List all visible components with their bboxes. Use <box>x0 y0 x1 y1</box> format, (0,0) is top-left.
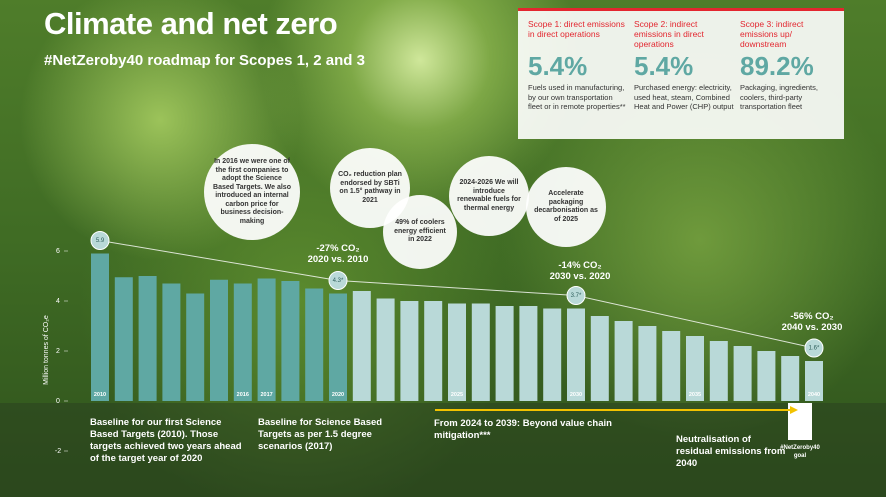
bar <box>305 288 324 401</box>
bar <box>138 276 157 401</box>
title: Climate and net zero <box>44 6 338 41</box>
goal-label: #NetZeroby40 goal <box>780 445 820 459</box>
bar <box>257 278 276 401</box>
bar <box>638 326 657 401</box>
milestone-bubble: 49% of coolers energy efficient in 2022 <box>383 195 457 269</box>
scope: Scope 1: direct emissions in direct oper… <box>528 19 628 112</box>
value-label: 4.3* <box>333 278 344 284</box>
value-label: 5.9 <box>96 238 105 244</box>
trend-line <box>99 240 815 349</box>
scope-panel: Scope 1: direct emissions in direct oper… <box>518 8 844 139</box>
scope-title: Scope 2: indirect emissions in direct op… <box>634 19 704 49</box>
y-tick-label: 0 <box>56 398 60 405</box>
bar <box>400 301 419 401</box>
bar <box>329 293 347 401</box>
bar <box>471 303 490 401</box>
scope-title: Scope 3: indirect emissions up/ downstre… <box>740 19 804 49</box>
caption: Neutralisation of residual emissions fro… <box>676 434 786 469</box>
bar <box>210 279 228 401</box>
y-tick-label: 4 <box>56 298 60 305</box>
y-tick-label: 6 <box>56 248 60 255</box>
scope: Scope 3: indirect emissions up/ downstre… <box>740 19 840 112</box>
annotation: -27% CO₂ 2020 vs. 2010 <box>308 243 369 265</box>
bar <box>805 361 823 401</box>
value-marker <box>328 271 348 290</box>
scope: Scope 2: indirect emissions in direct op… <box>634 19 734 112</box>
scope-value: 89.2% <box>740 51 814 81</box>
bar <box>448 303 466 401</box>
x-tick-label: 2035 <box>689 392 701 398</box>
x-tick-label: 2010 <box>94 392 106 398</box>
scope-value: 5.4% <box>528 51 588 81</box>
y-tick-label: -2 <box>55 448 61 455</box>
bar <box>686 336 704 401</box>
scope-description: Purchased energy: electricity, used heat… <box>634 83 734 111</box>
bar <box>376 298 395 401</box>
bar <box>91 253 109 401</box>
bar <box>233 283 252 401</box>
bar <box>590 316 609 401</box>
bar <box>543 308 562 401</box>
scope-title: Scope 1: direct emissions in direct oper… <box>528 19 625 39</box>
scope-description: Fuels used in manufacturing, by our own … <box>528 83 626 111</box>
bar <box>614 321 633 401</box>
y-tick-label: 2 <box>56 348 60 355</box>
scope-value: 5.4% <box>634 51 694 81</box>
bottom-band <box>0 403 886 497</box>
bar <box>567 308 585 401</box>
value-label: 1.6* <box>809 346 820 352</box>
annotation: -14% CO₂ 2030 vs. 2020 <box>550 260 611 282</box>
bar <box>424 301 443 401</box>
value-marker <box>566 286 586 305</box>
scope-description: Packaging, ingredients, coolers, third-p… <box>740 83 818 111</box>
subtitle: #NetZeroby40 roadmap for Scopes 1, 2 and… <box>44 52 365 69</box>
milestone-bubble: 2024-2026 We will introduce renewable fu… <box>449 156 529 236</box>
bar <box>662 331 681 401</box>
annotation-subtitle: 2030 vs. 2020 <box>549 271 611 282</box>
x-tick-label: 2030 <box>570 392 582 398</box>
x-tick-label: 2016 <box>237 392 249 398</box>
y-axis-label: Million tonnes of CO₂e <box>43 315 50 385</box>
bar <box>733 346 752 401</box>
caption: Baseline for Science Based Targets as pe… <box>258 417 383 452</box>
x-tick-label: 2017 <box>260 392 272 398</box>
value-marker <box>804 338 824 358</box>
bar <box>519 306 538 401</box>
x-tick-label: 2020 <box>332 392 344 398</box>
bar <box>757 351 776 401</box>
annotation-title: -14% CO₂ <box>558 260 602 271</box>
value-marker <box>90 231 110 250</box>
milestone-bubble: Accelerate packaging decarbonisation as … <box>526 167 606 247</box>
annotation-subtitle: 2020 vs. 2010 <box>307 254 369 265</box>
bar <box>281 281 300 401</box>
bar <box>709 341 728 401</box>
bar <box>114 277 133 401</box>
annotation: -56% CO₂ 2040 vs. 2030 <box>782 311 843 333</box>
bar <box>186 293 205 401</box>
caption: From 2024 to 2039: Beyond value chain mi… <box>434 418 612 441</box>
x-tick-label: 2040 <box>808 392 820 398</box>
value-label: 3.7* <box>571 293 582 299</box>
arrow-head <box>790 406 798 414</box>
milestone-bubble: In 2016 we were one of the first compani… <box>204 144 300 240</box>
x-tick-label: 2025 <box>451 392 463 398</box>
bar <box>781 356 800 401</box>
caption: Baseline for our first Science Based Tar… <box>90 417 242 464</box>
annotation-title: -56% CO₂ <box>790 311 834 322</box>
bar <box>495 306 514 401</box>
bar <box>162 283 181 401</box>
bar <box>352 291 371 401</box>
annotation-title: -27% CO₂ <box>316 243 360 254</box>
annotation-subtitle: 2040 vs. 2030 <box>781 322 843 333</box>
